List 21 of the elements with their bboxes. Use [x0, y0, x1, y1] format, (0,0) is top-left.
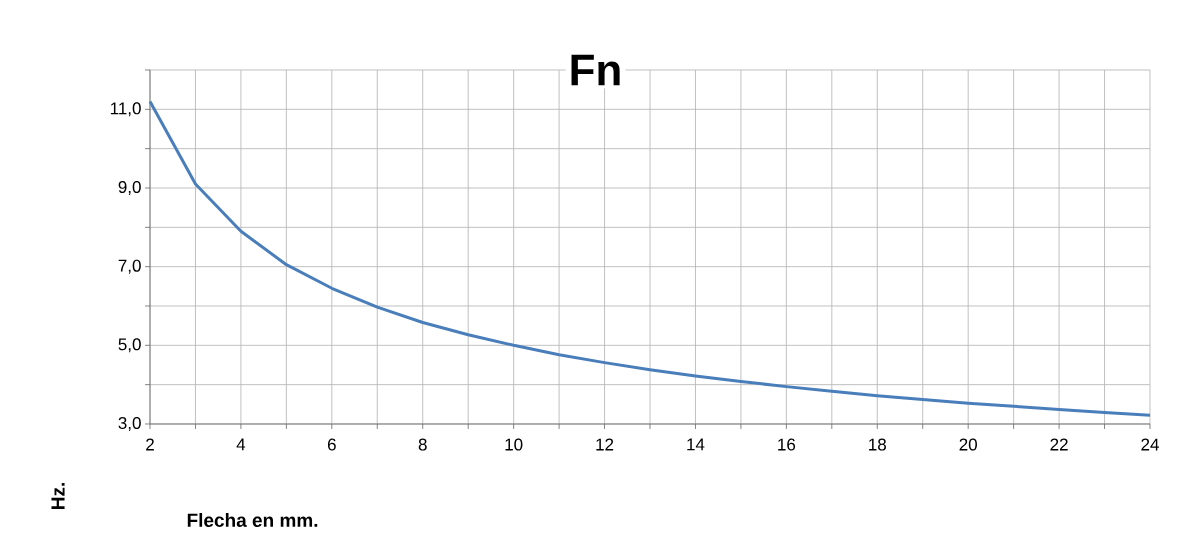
x-tick-label: 18 — [869, 438, 886, 451]
y-tick-label: 9,0 — [118, 180, 141, 196]
x-tick-label: 2 — [146, 438, 154, 451]
line-series — [148, 99, 1152, 417]
x-tick-label: 12 — [596, 438, 614, 451]
y-axis-title: Hz. — [51, 483, 65, 509]
y-tick-label: 5,0 — [118, 338, 141, 353]
y-tick-label: 11,0 — [110, 102, 141, 117]
x-tick-label: 6 — [327, 438, 336, 451]
x-tick-label: 20 — [959, 438, 977, 451]
x-tick-label: 4 — [236, 438, 246, 451]
chart-title: Fn — [571, 54, 620, 86]
y-tick-label: 7,0 — [118, 259, 141, 274]
x-axis-title: Flecha en mm. — [187, 513, 318, 527]
x-tick-label: 8 — [418, 438, 427, 451]
y-tick-label: 3,0 — [118, 416, 141, 432]
x-tick-label: 10 — [505, 438, 523, 451]
x-tick-label: 24 — [1141, 438, 1159, 451]
x-tick-label: 22 — [1050, 438, 1068, 451]
x-tick-label: 14 — [687, 438, 705, 451]
x-tick-label: 16 — [778, 438, 796, 451]
